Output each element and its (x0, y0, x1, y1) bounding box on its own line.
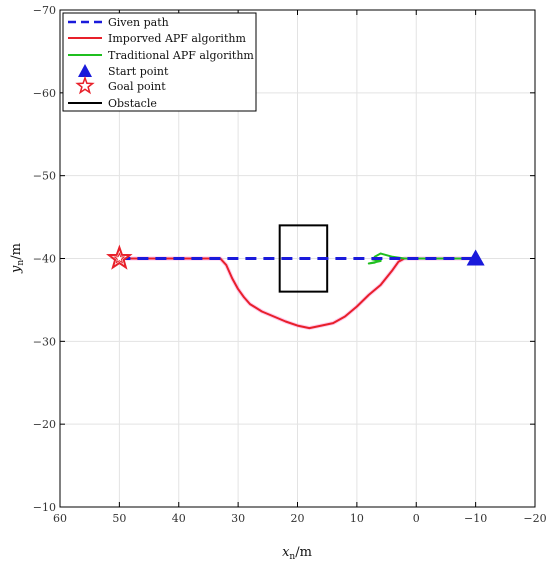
x-tick-label: 40 (172, 512, 186, 525)
legend-box (62, 12, 257, 112)
x-tick-label: 30 (231, 512, 245, 525)
series-layer (119, 252, 476, 331)
x-tick-label: 50 (112, 512, 126, 525)
y-tick-label: −50 (33, 170, 56, 183)
y-tick-label: −20 (33, 418, 56, 431)
legend-label-goal-point: Goal point (108, 80, 166, 93)
x-axis-label: xn/m (282, 545, 312, 562)
x-tick-label: 0 (413, 512, 420, 525)
goal-point-marker (106, 244, 133, 270)
y-axis-ticks: −10 −20 −30 −40 −50 −60 −70 (33, 4, 535, 514)
x-axis-ticks: 60 50 40 30 20 10 0 −10 −20 (53, 10, 547, 525)
x-tick-label: −10 (464, 512, 487, 525)
legend-label-improved-apf: Imporved APF algorithm (108, 32, 246, 45)
y-tick-label: −30 (33, 335, 56, 348)
start-point-marker (466, 249, 485, 266)
legend-label-traditional-apf: Traditional APF algorithm (108, 49, 254, 62)
x-axis-label-sub: n (289, 552, 295, 562)
y-axis-label-sub: n (16, 260, 26, 266)
y-tick-label: −60 (33, 87, 56, 100)
goal-point-marker-inner (113, 252, 126, 264)
legend-goal-star-icon (75, 75, 95, 95)
legend-start-triangle-icon (78, 64, 92, 77)
legend-label-given-path: Given path (108, 16, 169, 29)
x-axis-label-main: x (282, 545, 290, 560)
y-axis-label: yn/m (9, 243, 26, 274)
x-tick-label: −20 (523, 512, 546, 525)
x-tick-label: 20 (291, 512, 305, 525)
legend-label-start-point: Start point (108, 65, 169, 78)
x-tick-label: 60 (53, 512, 67, 525)
y-tick-label: −70 (33, 4, 56, 17)
y-axis-label-main: y (9, 265, 24, 274)
x-tick-label: 10 (350, 512, 364, 525)
marker-layer (106, 244, 485, 270)
legend: Given path Imporved APF algorithm Tradit… (62, 12, 257, 112)
x-axis-label-unit: /m (295, 545, 312, 560)
improved-apf-line (119, 257, 476, 330)
y-tick-label: −10 (33, 501, 56, 514)
y-tick-label: −40 (33, 253, 56, 266)
legend-label-obstacle: Obstacle (108, 97, 157, 110)
y-axis-label-unit: /m (9, 243, 24, 260)
